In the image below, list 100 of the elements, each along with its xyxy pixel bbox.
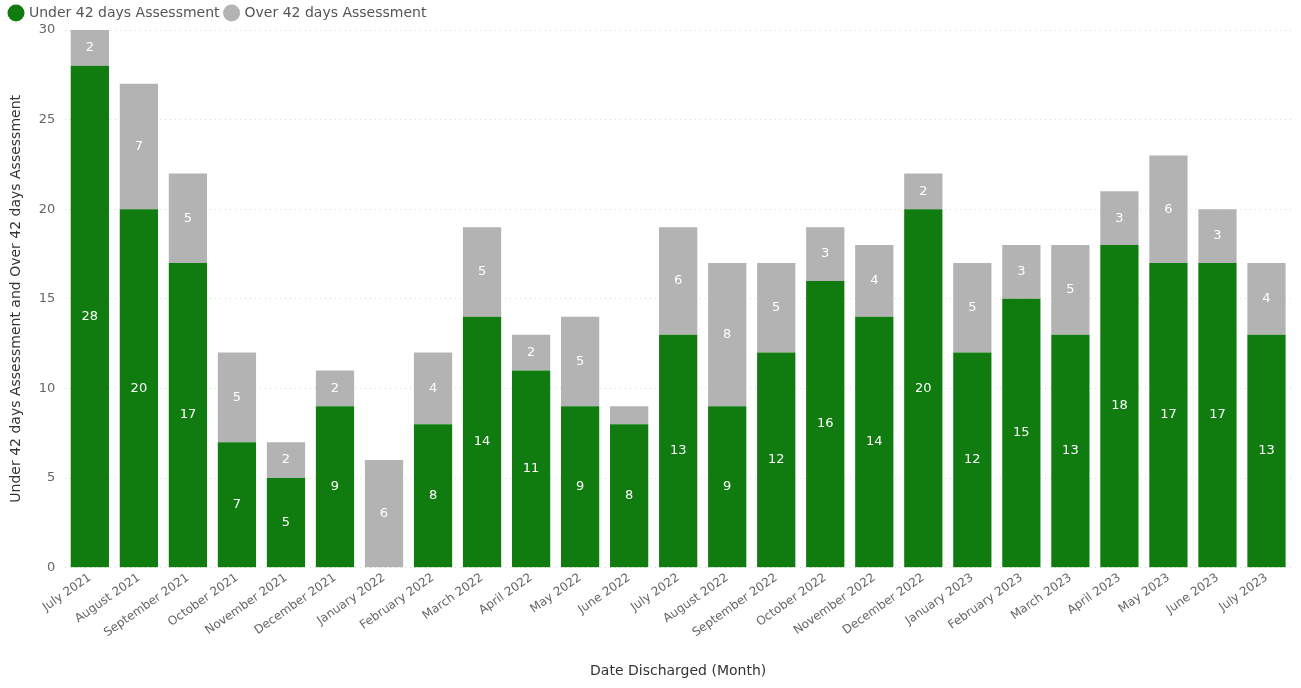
data-label: 5 xyxy=(477,263,487,279)
bar xyxy=(904,209,943,568)
bar xyxy=(1051,245,1090,335)
data-label: 3 xyxy=(1115,209,1124,225)
bar xyxy=(1002,245,1041,299)
data-label: 11 xyxy=(522,460,540,476)
data-label: 2 xyxy=(330,379,340,395)
data-label: 7 xyxy=(134,137,144,153)
data-label: 8 xyxy=(723,326,732,342)
data-label: 2 xyxy=(281,451,291,467)
data-label: 3 xyxy=(1213,227,1222,243)
bar xyxy=(70,30,109,66)
bar xyxy=(217,442,257,568)
bar xyxy=(217,352,257,443)
bar xyxy=(1100,191,1139,246)
bar xyxy=(757,352,796,568)
data-label: 7 xyxy=(232,496,242,512)
bar xyxy=(806,227,845,281)
bar xyxy=(413,424,453,568)
data-label: 6 xyxy=(674,272,683,288)
data-label: 5 xyxy=(232,388,242,404)
bar xyxy=(1247,262,1286,335)
bar xyxy=(462,316,502,568)
bar xyxy=(119,83,158,210)
data-label: 13 xyxy=(1258,442,1275,458)
data-label: 8 xyxy=(428,487,438,503)
x-axis-title: Date Discharged (Month) xyxy=(590,662,767,679)
bar xyxy=(659,227,698,335)
bar xyxy=(1051,334,1090,568)
bar xyxy=(266,478,306,568)
data-label: 3 xyxy=(821,245,830,261)
bar xyxy=(708,262,747,407)
bar xyxy=(364,460,404,568)
bar xyxy=(953,352,992,568)
y-tick-label: 10 xyxy=(38,379,56,395)
data-label: 9 xyxy=(575,478,585,494)
bar xyxy=(610,424,649,568)
bar xyxy=(1100,245,1139,568)
legend-label: Over 42 days Assessment xyxy=(244,3,427,20)
bar xyxy=(511,370,551,568)
bar xyxy=(904,173,943,210)
data-label: 5 xyxy=(575,352,585,368)
y-axis-title: Under 42 days Assessment and Over 42 days Assessment xyxy=(7,94,24,503)
data-label: 28 xyxy=(81,307,99,323)
bar xyxy=(1002,298,1041,568)
data-label: 4 xyxy=(870,272,879,288)
bar xyxy=(1198,262,1237,568)
data-label: 5 xyxy=(968,299,977,315)
bar xyxy=(855,316,894,568)
bar xyxy=(610,406,649,425)
data-label: 15 xyxy=(1013,424,1030,440)
data-label: 8 xyxy=(625,487,634,503)
bar xyxy=(266,442,306,479)
data-label: 12 xyxy=(767,451,785,467)
bar xyxy=(1247,334,1286,568)
data-label: 17 xyxy=(179,406,197,422)
data-label: 12 xyxy=(964,451,981,467)
bar xyxy=(1198,209,1237,263)
data-label: 13 xyxy=(669,442,687,458)
bar xyxy=(806,280,845,568)
data-label: 14 xyxy=(866,433,883,449)
bar xyxy=(315,406,355,568)
data-label: 16 xyxy=(816,415,834,431)
bar xyxy=(1149,155,1188,263)
data-label: 17 xyxy=(1160,406,1177,422)
bar xyxy=(511,334,551,371)
y-tick-label: 30 xyxy=(38,21,56,37)
data-label: 2 xyxy=(85,39,94,55)
data-label: 4 xyxy=(428,379,438,395)
data-label: 20 xyxy=(915,379,932,395)
y-tick-label: 25 xyxy=(38,110,56,126)
data-label: 5 xyxy=(281,513,291,529)
bar xyxy=(168,173,208,263)
data-label: 18 xyxy=(1111,397,1128,413)
bar xyxy=(659,334,698,568)
bar xyxy=(855,245,894,317)
bar xyxy=(168,262,208,568)
bar xyxy=(119,209,158,568)
bar xyxy=(413,352,453,425)
data-label: 2 xyxy=(526,343,536,359)
data-label: 4 xyxy=(1262,290,1271,306)
data-label: 2 xyxy=(919,182,928,198)
data-label: 5 xyxy=(772,299,781,315)
bar xyxy=(757,262,796,353)
data-label: 17 xyxy=(1209,406,1226,422)
bar xyxy=(953,262,992,353)
data-label: 9 xyxy=(330,478,340,494)
y-tick-label: 0 xyxy=(47,559,56,575)
data-label: 14 xyxy=(473,433,491,449)
bar xyxy=(462,227,502,317)
y-tick-label: 5 xyxy=(47,469,56,485)
bar xyxy=(315,370,355,407)
y-tick-label: 15 xyxy=(38,290,56,306)
bar xyxy=(561,406,600,568)
data-label: 3 xyxy=(1017,263,1026,279)
data-label: 6 xyxy=(379,505,389,521)
legend-label: Under 42 days Assessment xyxy=(29,3,221,20)
bar xyxy=(70,65,109,568)
data-label: 5 xyxy=(183,209,193,225)
data-label: 6 xyxy=(1164,200,1173,216)
